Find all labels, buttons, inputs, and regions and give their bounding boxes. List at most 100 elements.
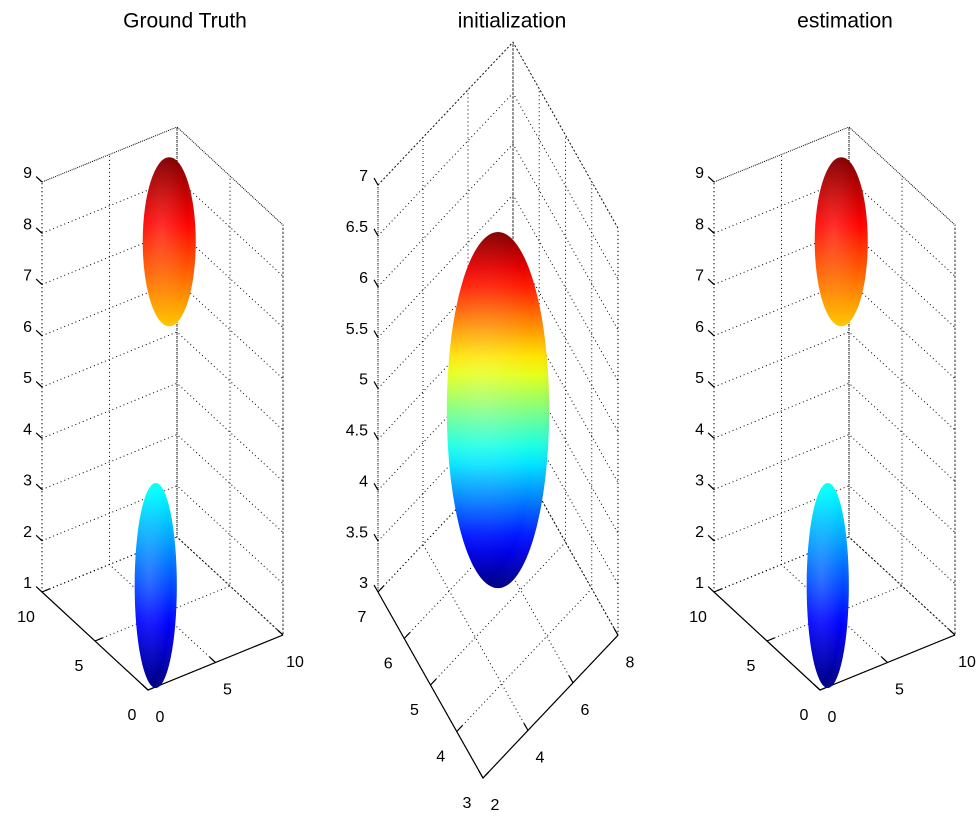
- axis-line: [713, 591, 956, 691]
- z-tick: [707, 586, 715, 593]
- y-tick-label: 0: [800, 707, 809, 724]
- z-tick: [373, 482, 379, 491]
- z-tick: [707, 227, 715, 234]
- z-tick-label: 9: [695, 165, 704, 182]
- x-tick-label: 2: [491, 797, 500, 814]
- z-tick: [35, 381, 43, 388]
- z-tick: [35, 278, 43, 285]
- y-tick-label: 6: [384, 656, 393, 673]
- box-edge: [41, 126, 284, 635]
- z-tick: [707, 381, 715, 388]
- z-tick-label: 6: [695, 319, 704, 336]
- grid-line: [713, 127, 850, 593]
- z-tick: [373, 432, 379, 440]
- panel: initialization 3 3.5 4 4.5 5 5.5 6 6.5 7 2 4 6 8 3 4 5 6 7: [346, 10, 635, 815]
- z-tick: [35, 534, 43, 542]
- z-tick: [707, 534, 715, 542]
- y-tick: [766, 637, 775, 642]
- z-tick-label: 3: [23, 473, 32, 490]
- ellipsoid-shading: [142, 157, 196, 327]
- z-tick-label: 5: [695, 370, 704, 387]
- ellipsoid-shading: [814, 157, 868, 327]
- y-tick-label: 5: [75, 658, 84, 675]
- z-tick: [35, 432, 43, 439]
- y-tick-label: 5: [410, 702, 419, 719]
- x-tick-label: 10: [286, 654, 304, 671]
- ellipsoid-shading: [806, 483, 849, 688]
- z-tick: [373, 228, 379, 237]
- z-tick-label: 5: [359, 372, 368, 389]
- ellipsoid-shading: [446, 232, 550, 589]
- x-tick-label: 10: [958, 654, 976, 671]
- x-tick: [613, 627, 619, 636]
- grid-line: [41, 182, 149, 691]
- grid-line: [41, 280, 284, 380]
- grid-line: [512, 42, 619, 636]
- z-tick-label: 3: [695, 473, 704, 490]
- grid-line: [713, 182, 821, 691]
- grid-line: [713, 177, 956, 277]
- z-tick: [35, 329, 43, 337]
- x-tick-label: 8: [626, 654, 635, 671]
- z-tick-label: 6: [23, 319, 32, 336]
- grid-line: [41, 127, 178, 593]
- z-tick-label: 3: [359, 575, 368, 592]
- z-tick-label: 8: [695, 216, 704, 233]
- z-tick-label: 4: [695, 421, 704, 438]
- x-tick-label: 4: [536, 750, 545, 767]
- y-tick: [456, 725, 463, 732]
- grid-line: [713, 331, 956, 431]
- z-tick: [35, 483, 43, 490]
- z-tick: [373, 584, 379, 593]
- x-tick: [568, 675, 574, 684]
- axis-line: [377, 591, 619, 780]
- z-tick-label: 6.5: [346, 219, 368, 236]
- z-tick-label: 4: [359, 473, 368, 490]
- y-tick-label: 0: [128, 707, 137, 724]
- z-tick: [707, 432, 715, 439]
- z-tick-label: 7: [23, 268, 32, 285]
- y-tick-label: 3: [463, 795, 472, 812]
- z-tick-label: 7: [359, 168, 368, 185]
- x-tick: [276, 629, 284, 636]
- z-tick-label: 4.5: [346, 423, 368, 440]
- y-tick: [403, 632, 411, 639]
- x-tick: [209, 656, 216, 663]
- x-tick-label: 0: [828, 709, 837, 726]
- z-tick: [707, 278, 715, 285]
- z-tick: [707, 329, 715, 337]
- z-tick-label: 1: [695, 575, 704, 592]
- x-tick: [523, 723, 529, 731]
- grid-line: [713, 126, 956, 226]
- x-tick: [948, 629, 956, 636]
- panel: estimation 1 2 3 4 5 6 7 8 9 0 5 10 0 5 10: [689, 10, 976, 727]
- z-tick: [373, 177, 379, 186]
- y-tick-label: 5: [747, 658, 756, 675]
- axis-line: [41, 591, 284, 691]
- y-tick: [377, 585, 384, 593]
- z-tick-label: 7: [695, 268, 704, 285]
- z-tick-label: 9: [23, 165, 32, 182]
- x-tick: [881, 656, 888, 663]
- z-tick: [373, 381, 379, 389]
- grid-line: [377, 143, 619, 331]
- z-tick-label: 2: [695, 524, 704, 541]
- grid-line: [456, 181, 593, 732]
- chart-title: estimation: [797, 10, 893, 33]
- y-tick-label: 4: [436, 749, 445, 766]
- z-tick-label: 3.5: [346, 524, 368, 541]
- x-tick-label: 0: [156, 709, 165, 726]
- y-tick: [430, 678, 437, 686]
- z-tick-label: 5: [23, 370, 32, 387]
- grid-line: [377, 185, 484, 779]
- y-tick-label: 10: [689, 609, 707, 626]
- x-tick-label: 6: [581, 702, 590, 719]
- panel: Ground Truth 1 2 3 4 5 6 7 8 9 0 5 10 0 5 10: [17, 10, 304, 727]
- grid-line: [41, 433, 284, 533]
- x-tick-label: 5: [223, 682, 232, 699]
- z-tick: [373, 533, 379, 542]
- y-tick-label: 7: [358, 609, 367, 626]
- chart-title: Ground Truth: [123, 10, 247, 33]
- z-tick-label: 1: [23, 575, 32, 592]
